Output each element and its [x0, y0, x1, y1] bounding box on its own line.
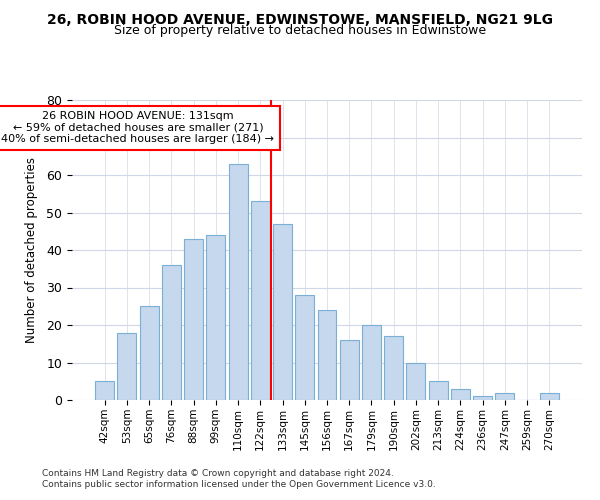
Bar — [473, 396, 492, 400]
Bar — [496, 392, 514, 400]
Bar — [229, 164, 248, 400]
Bar — [162, 265, 181, 400]
Bar — [95, 381, 114, 400]
Text: 26 ROBIN HOOD AVENUE: 131sqm
← 59% of detached houses are smaller (271)
40% of s: 26 ROBIN HOOD AVENUE: 131sqm ← 59% of de… — [1, 112, 274, 144]
Bar — [184, 239, 203, 400]
Bar — [451, 389, 470, 400]
Bar — [540, 392, 559, 400]
Bar — [295, 295, 314, 400]
Text: Size of property relative to detached houses in Edwinstowe: Size of property relative to detached ho… — [114, 24, 486, 37]
Bar — [140, 306, 158, 400]
Text: 26, ROBIN HOOD AVENUE, EDWINSTOWE, MANSFIELD, NG21 9LG: 26, ROBIN HOOD AVENUE, EDWINSTOWE, MANSF… — [47, 12, 553, 26]
Bar — [118, 332, 136, 400]
Bar — [384, 336, 403, 400]
Bar — [362, 325, 381, 400]
Bar — [206, 235, 225, 400]
Bar — [317, 310, 337, 400]
Bar — [406, 362, 425, 400]
Bar — [251, 201, 270, 400]
Bar — [340, 340, 359, 400]
Bar — [273, 224, 292, 400]
Text: Contains public sector information licensed under the Open Government Licence v3: Contains public sector information licen… — [42, 480, 436, 489]
Bar — [429, 381, 448, 400]
Text: Contains HM Land Registry data © Crown copyright and database right 2024.: Contains HM Land Registry data © Crown c… — [42, 468, 394, 477]
Y-axis label: Number of detached properties: Number of detached properties — [25, 157, 38, 343]
